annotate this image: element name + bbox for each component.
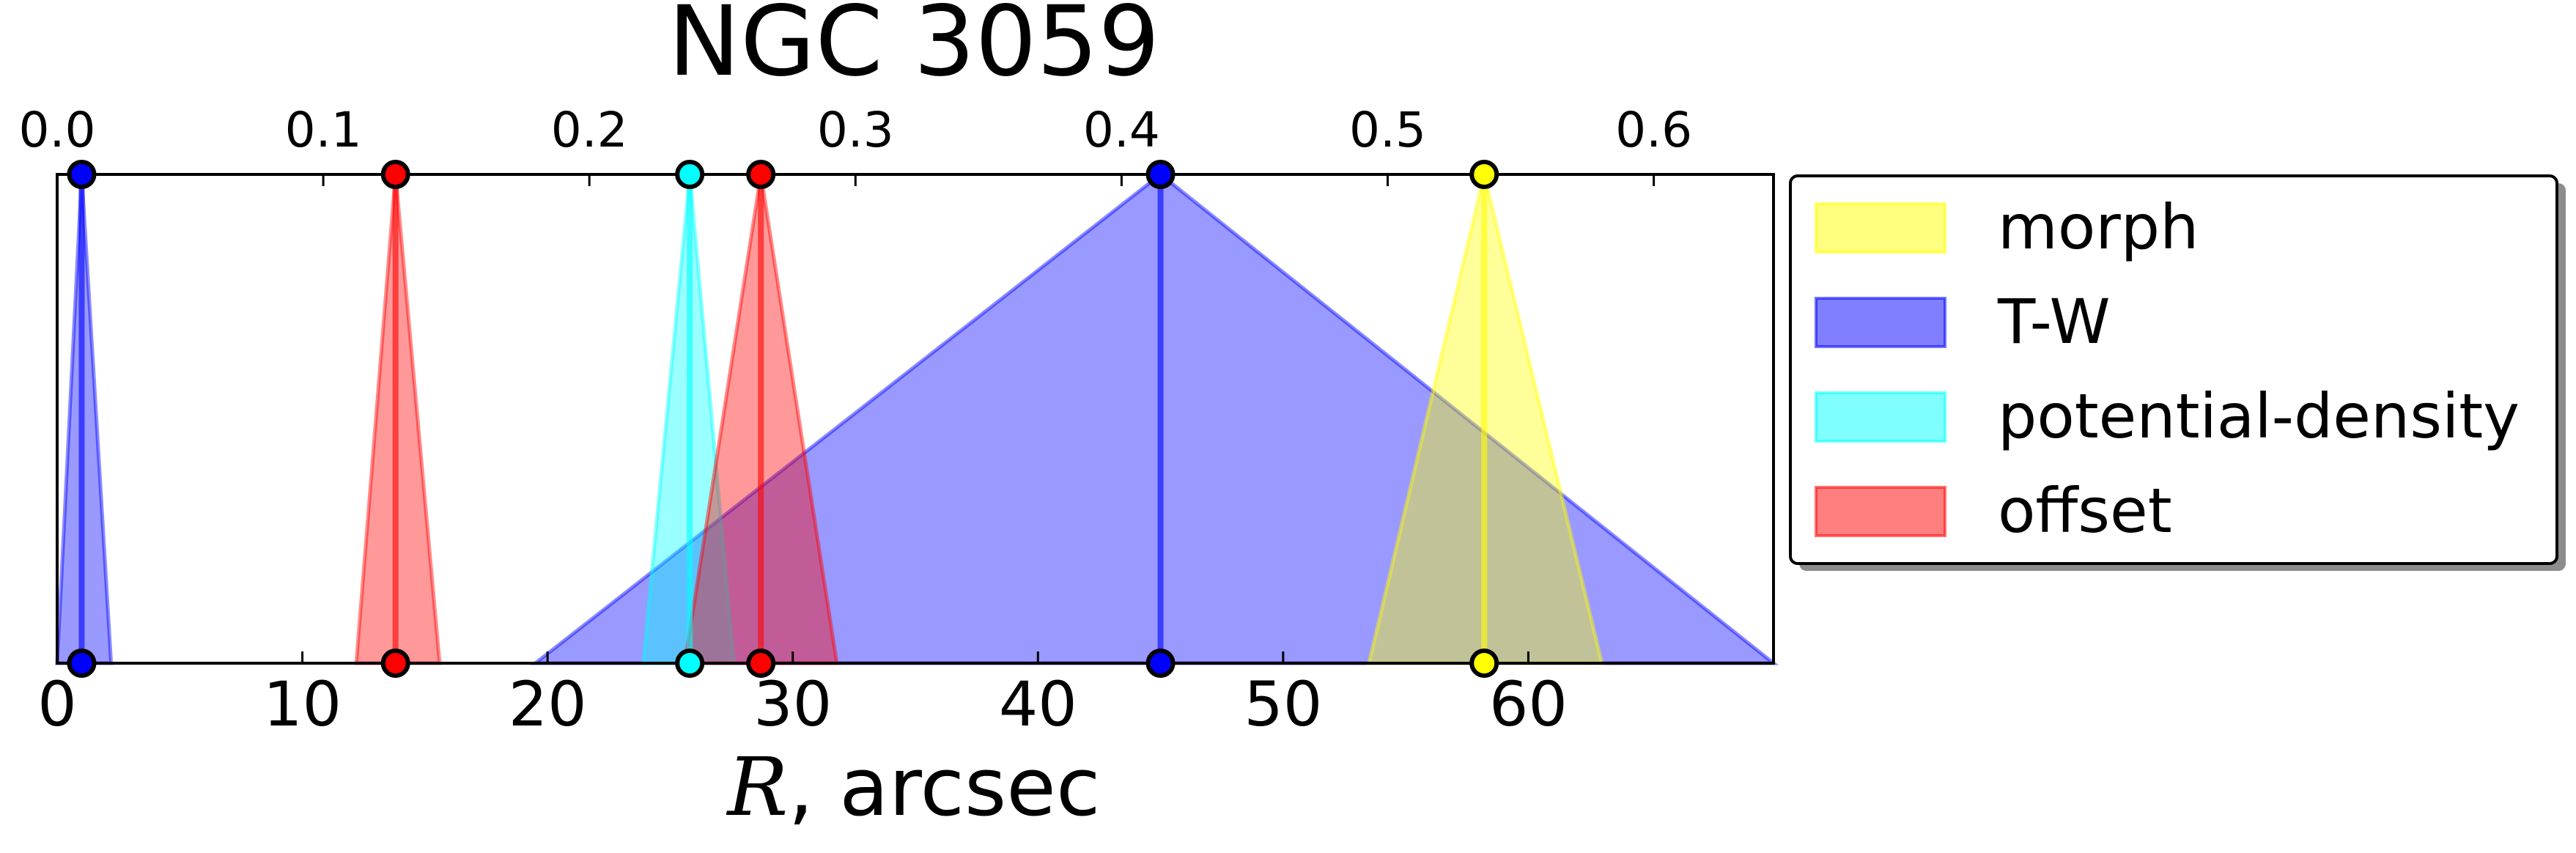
x-axis-label-math: R [726, 740, 789, 834]
top-tick-label: 0.0 [19, 102, 96, 158]
top-tick-label: 0.5 [1349, 102, 1426, 158]
legend-label-t-w: T-W [1997, 286, 2111, 358]
top-tick-label: 0.2 [551, 102, 628, 158]
legend-swatch-t-w [1815, 297, 1946, 348]
legend-label-potential-density: potential-density [1998, 380, 2520, 452]
axis-ticks [56, 174, 1656, 663]
x-tick-label: 10 [263, 668, 342, 740]
markers [67, 160, 1499, 678]
center-lines [78, 174, 1488, 663]
top-tick-label: 0.1 [285, 102, 362, 158]
marker-morph [1469, 649, 1499, 678]
plot-area [55, 171, 1779, 665]
legend-box [1789, 174, 2558, 565]
x-tick-label: 30 [753, 668, 832, 740]
marker-t-w [1145, 160, 1176, 189]
legend-swatch-offset [1815, 486, 1946, 537]
x-axis-label-text: , arcsec [788, 740, 1100, 834]
marker-offset [746, 160, 776, 189]
plot-frame [56, 173, 1775, 665]
marker-t-w [1145, 649, 1176, 678]
legend-label-offset: offset [1998, 475, 2172, 547]
legend-label-morph: morph [1998, 191, 2199, 263]
marker-t-w [67, 649, 97, 678]
x-tick-label: 50 [1244, 668, 1322, 740]
x-tick-label: 40 [999, 668, 1077, 740]
legend-swatch-potential-density [1815, 391, 1946, 443]
top-tick-label: 0.3 [817, 102, 894, 158]
marker-offset [380, 649, 410, 678]
top-tick-label: 0.4 [1083, 102, 1160, 158]
legend-swatch-morph [1815, 202, 1946, 254]
x-tick-label: 0 [37, 668, 76, 740]
marker-morph [1469, 160, 1499, 189]
x-tick-label: 20 [509, 668, 587, 740]
marker-offset [380, 160, 410, 189]
chart-title: NGC 3059 [668, 0, 1159, 98]
x-axis-label: R, arcsec [726, 740, 1101, 834]
tick-labels: 0 10 20 30 40 50 60 0.0 0.1 0.2 0.3 0.4 0.5 0.6 [19, 102, 1693, 740]
legend: morph T-W potential-density offset [1789, 174, 2566, 571]
marker-potential-density [675, 649, 705, 678]
marker-potential-density [675, 160, 705, 189]
marker-t-w [67, 160, 97, 189]
legend-items: morph T-W potential-density offset [1815, 191, 2520, 547]
top-tick-label: 0.6 [1615, 102, 1692, 158]
x-tick-label: 60 [1489, 668, 1568, 740]
marker-offset [746, 649, 776, 678]
